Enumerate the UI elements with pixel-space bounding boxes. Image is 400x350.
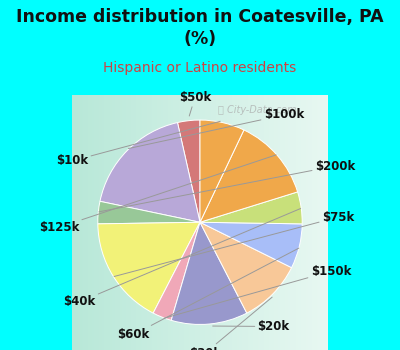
Wedge shape bbox=[98, 222, 200, 313]
Wedge shape bbox=[200, 192, 302, 224]
Text: $40k: $40k bbox=[63, 209, 301, 308]
Wedge shape bbox=[153, 222, 200, 320]
Text: $125k: $125k bbox=[39, 155, 276, 234]
Wedge shape bbox=[178, 120, 200, 222]
Wedge shape bbox=[200, 222, 302, 268]
Text: $60k: $60k bbox=[118, 248, 299, 341]
Text: ⓘ City-Data.com: ⓘ City-Data.com bbox=[218, 105, 297, 115]
Text: Income distribution in Coatesville, PA
(%): Income distribution in Coatesville, PA (… bbox=[16, 8, 384, 48]
Wedge shape bbox=[200, 130, 298, 222]
Text: $30k: $30k bbox=[189, 297, 272, 350]
Wedge shape bbox=[98, 201, 200, 224]
Wedge shape bbox=[200, 222, 292, 313]
Text: $10k: $10k bbox=[56, 121, 220, 167]
Text: $200k: $200k bbox=[99, 160, 355, 212]
Wedge shape bbox=[200, 120, 244, 222]
Text: $20k: $20k bbox=[213, 320, 290, 333]
Text: $100k: $100k bbox=[128, 108, 304, 148]
Text: Hispanic or Latino residents: Hispanic or Latino residents bbox=[103, 61, 297, 75]
Wedge shape bbox=[100, 122, 200, 222]
Text: $150k: $150k bbox=[164, 265, 351, 318]
Wedge shape bbox=[171, 222, 247, 324]
Text: $50k: $50k bbox=[179, 91, 211, 116]
Text: $75k: $75k bbox=[114, 211, 354, 276]
